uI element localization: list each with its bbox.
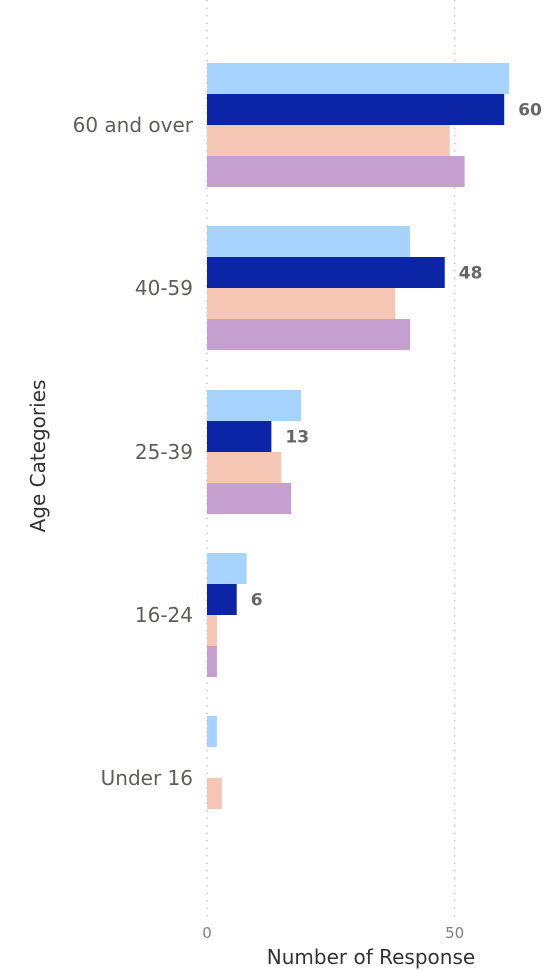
x-tick-label: 50 <box>445 924 464 942</box>
bar <box>207 390 302 421</box>
bar <box>207 156 465 187</box>
x-tick-labels: 0 50 <box>202 924 464 942</box>
bar <box>207 257 445 288</box>
bar <box>207 615 217 646</box>
category-label: 60 and over <box>73 113 194 137</box>
bar <box>207 553 247 584</box>
data-label: 48 <box>459 264 483 284</box>
bar <box>207 584 237 615</box>
category-label: 40-59 <box>135 276 193 300</box>
bars <box>207 63 510 809</box>
data-label: 13 <box>285 428 309 448</box>
bar <box>207 483 292 514</box>
category-label: Under 16 <box>101 766 193 790</box>
x-tick-label: 0 <box>202 924 212 942</box>
bar <box>207 288 396 319</box>
bar <box>207 226 411 257</box>
x-axis-title: Number of Response <box>267 945 475 969</box>
category-label: 25-39 <box>135 440 193 464</box>
data-labels: 60 48 13 6 <box>251 101 542 611</box>
category-labels: 60 and over 40-59 25-39 16-24 Under 16 <box>73 113 194 790</box>
bar <box>207 452 282 483</box>
data-label: 6 <box>251 591 263 611</box>
bar <box>207 94 505 125</box>
bar <box>207 778 222 809</box>
bar <box>207 716 217 747</box>
bar <box>207 319 411 350</box>
bar <box>207 421 272 452</box>
bar <box>207 646 217 677</box>
bar <box>207 125 450 156</box>
data-label: 60 <box>518 101 542 121</box>
bar <box>207 63 510 94</box>
category-label: 16-24 <box>135 603 193 627</box>
y-axis-title: Age Categories <box>26 380 50 533</box>
